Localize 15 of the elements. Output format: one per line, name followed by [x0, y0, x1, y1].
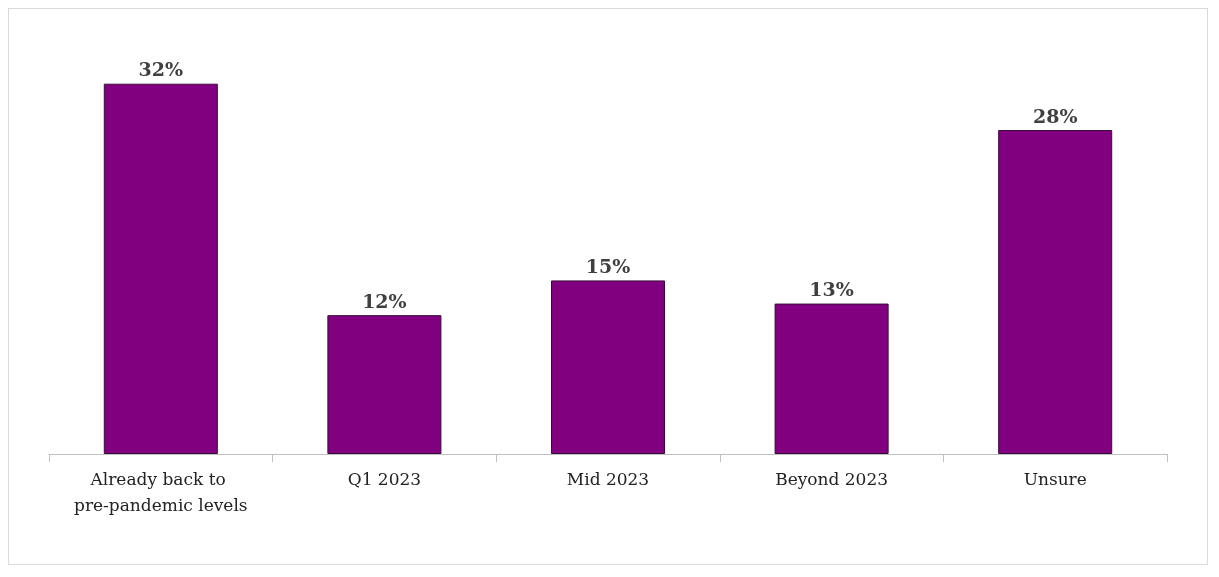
x-tick-label: Already back to pre-pandemic levels	[74, 469, 248, 515]
x-tick-label: Unsure	[1023, 469, 1087, 489]
data-label: 12%	[362, 289, 407, 312]
data-label: 32%	[138, 58, 184, 81]
x-tick-label: Q1 2023	[347, 469, 422, 489]
x-tick-label: Mid 2023	[566, 469, 650, 489]
bar	[103, 83, 218, 454]
bar	[998, 130, 1113, 454]
x-tick-label: Beyond 2023	[775, 469, 889, 489]
bar	[327, 315, 442, 454]
data-label: 28%	[1032, 104, 1078, 127]
data-label: 13%	[809, 278, 854, 301]
bar	[774, 303, 889, 454]
bar	[550, 280, 666, 454]
data-label: 15%	[585, 254, 631, 277]
